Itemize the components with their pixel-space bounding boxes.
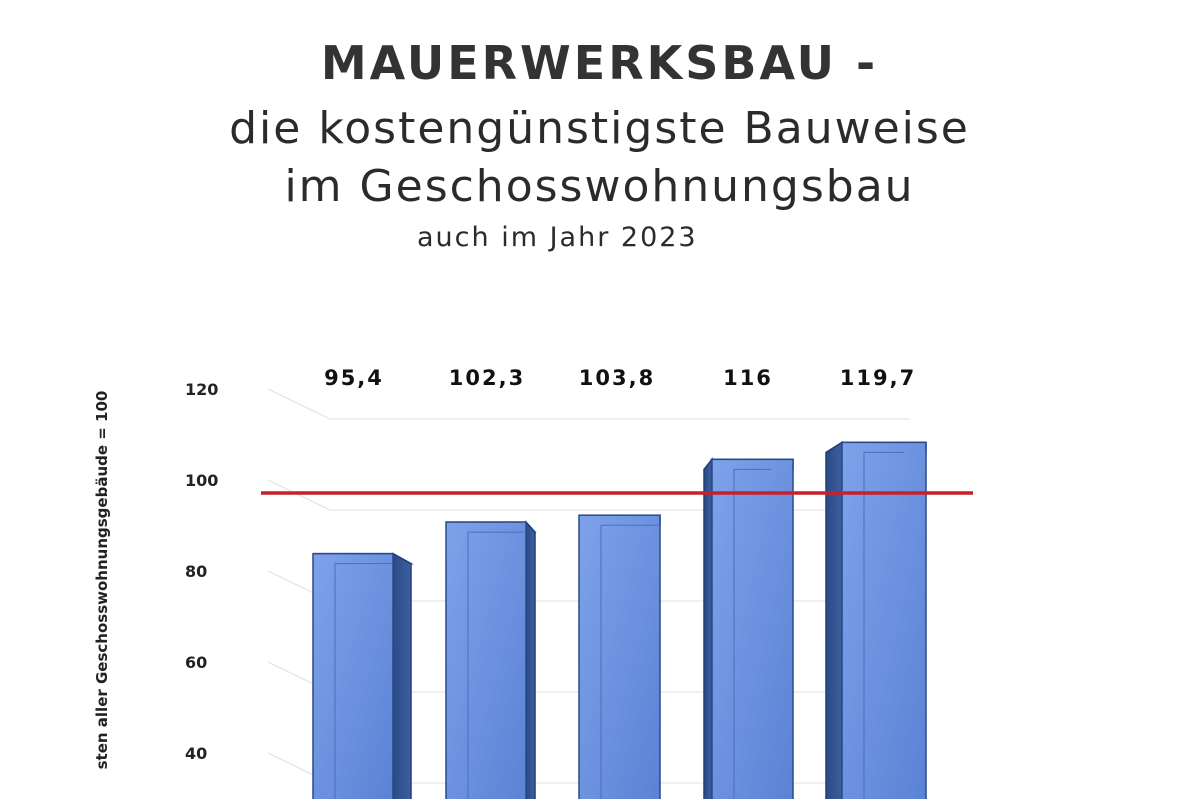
chart-subtitle-line2: im Geschosswohnungsbau — [284, 161, 915, 212]
gridline — [267, 479, 910, 511]
y-tick-label: 100 — [185, 471, 218, 490]
bar — [312, 552, 414, 799]
gridline — [267, 388, 910, 420]
bar-value-label: 103,8 — [579, 366, 655, 390]
bar — [825, 441, 927, 799]
bar — [445, 520, 537, 799]
bar-value-label: 119,7 — [840, 366, 916, 390]
bar-value-label: 102,3 — [449, 366, 525, 390]
value-labels: 95,4 102,3 103,8 116 119,7 — [324, 366, 916, 390]
y-tick-label: 40 — [185, 744, 207, 763]
bar — [703, 457, 794, 799]
y-axis-ticks: 40 60 80 100 120 — [185, 380, 218, 763]
bar — [578, 514, 661, 799]
chart-subtitle-line1: die kostengünstigste Bauweise — [229, 103, 970, 154]
chart-year-note: auch im Jahr 2023 — [417, 222, 698, 253]
y-axis-label: sten aller Geschosswohnungsgebäude = 100 — [93, 390, 111, 770]
chart-title: MAUERWERKSBAU - — [320, 36, 879, 90]
bar-value-label: 116 — [723, 366, 773, 390]
bars — [312, 441, 927, 799]
y-tick-label: 60 — [185, 653, 207, 672]
y-tick-label: 120 — [185, 380, 218, 399]
y-tick-label: 80 — [185, 562, 207, 581]
bar-value-label: 95,4 — [324, 366, 384, 390]
